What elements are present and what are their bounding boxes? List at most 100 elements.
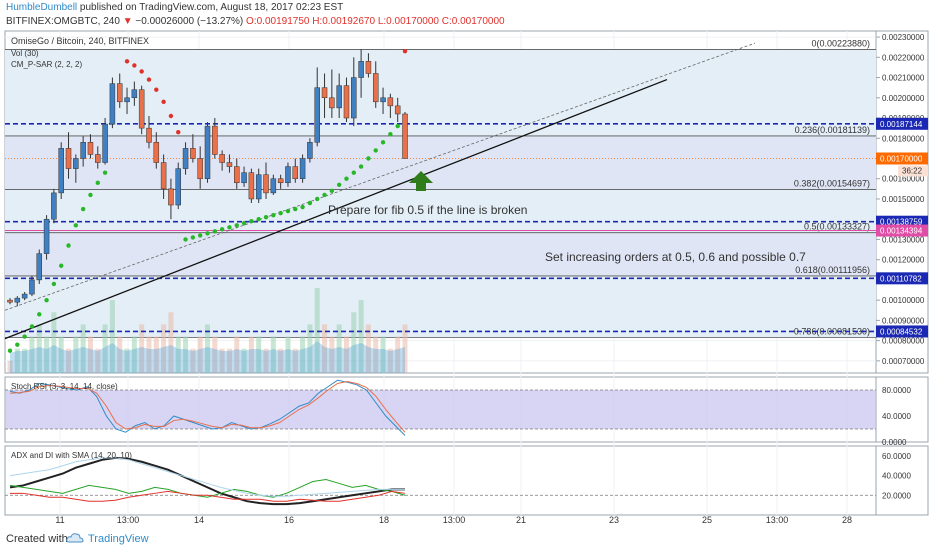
volume-bar	[336, 324, 342, 373]
volume-bar	[380, 336, 386, 373]
sar-dot	[219, 227, 225, 232]
sar-dot	[212, 229, 218, 234]
candle-body	[153, 142, 160, 163]
volume-bar	[161, 324, 167, 373]
candle-body	[314, 87, 320, 143]
sar-dot	[300, 204, 305, 210]
price-tick-label: 0.00150000	[882, 195, 925, 204]
sar-dot	[351, 170, 356, 175]
volume-bar	[292, 348, 298, 373]
level-marker	[876, 325, 928, 338]
fib-zone	[5, 49, 876, 136]
stoch-series-line	[9, 381, 406, 433]
price-tick-label: 0.00230000	[882, 33, 925, 42]
time-tick-label: 16	[284, 515, 294, 525]
adx-series-line	[9, 457, 405, 497]
volume-bar	[102, 324, 108, 373]
level-marker	[876, 272, 928, 285]
candle-body	[219, 154, 225, 163]
candle-body	[160, 162, 167, 190]
sar-dot	[44, 297, 49, 303]
volume-bar	[358, 300, 364, 373]
candle-body	[241, 172, 247, 184]
volume-bar	[212, 336, 218, 373]
sar-dot	[271, 212, 276, 218]
volume-bar	[146, 336, 152, 373]
price-tick-label: 0.00130000	[882, 235, 925, 244]
candle-body	[234, 166, 240, 184]
sar-dot	[95, 180, 100, 185]
volume-bar	[66, 348, 72, 373]
volume-bar	[307, 324, 313, 373]
sar-dot	[7, 348, 13, 353]
candle-body	[329, 97, 335, 109]
sar-dot-bear	[124, 59, 130, 64]
volume-bar	[365, 324, 371, 373]
fib-label: 0.382(0.00154697)	[794, 178, 870, 188]
volume-bar	[168, 312, 174, 373]
candle-body	[175, 168, 181, 206]
candle-body	[292, 166, 299, 179]
candle-body	[138, 89, 145, 129]
price-tick-label: 0.00200000	[882, 94, 925, 103]
candle-body	[65, 148, 72, 169]
sar-dot	[205, 231, 210, 236]
sar-dot	[344, 176, 349, 181]
candle-body	[29, 279, 35, 295]
volume-bar	[226, 348, 232, 373]
sar-dot-bear	[154, 87, 159, 92]
candle-body	[102, 123, 108, 163]
candle-body	[43, 218, 50, 254]
volume-bar	[36, 324, 42, 373]
candle-body	[372, 73, 379, 103]
published-text: published on TradingView.com, August 18,…	[79, 2, 344, 13]
change-down-icon: ▼	[122, 16, 133, 27]
fib-label: 0.618(0.00111956)	[795, 265, 870, 275]
symbol-name: BITFINEX:OMGBTC, 240	[6, 16, 120, 27]
tradingview-link[interactable]: TradingView	[88, 533, 149, 545]
sar-dot	[373, 148, 378, 153]
volume-bar	[351, 312, 357, 373]
volume-bar	[131, 336, 137, 373]
annotation-text: Prepare for fib 0.5 if the line is broke…	[328, 203, 527, 217]
volume-bar	[373, 336, 379, 373]
stoch-tick-label: 40.0000	[882, 412, 911, 421]
sar-dot	[59, 263, 64, 268]
last-price-label: 0.00170000	[880, 154, 923, 163]
sar-dot	[285, 208, 291, 214]
candle-body	[277, 178, 284, 184]
level-marker-label: 0.00187144	[880, 120, 923, 129]
sar-dot	[293, 206, 298, 212]
price-tick-label: 0.00070000	[882, 357, 925, 366]
candle-body	[299, 158, 306, 179]
fib-zone	[5, 232, 876, 276]
volume-bar	[300, 336, 306, 373]
volume-bar	[22, 348, 28, 373]
volume-bar	[44, 336, 50, 373]
annotation-text: Set increasing orders at 0.5, 0.6 and po…	[545, 250, 806, 264]
volume-bar	[256, 336, 262, 373]
volume-bar	[80, 324, 86, 373]
adx-tick-label: 40.0000	[882, 472, 911, 481]
chart-header: HumbleDumbell published on TradingView.c…	[0, 0, 932, 30]
sar-dot	[241, 221, 247, 226]
price-tick-label: 0.00100000	[882, 296, 925, 305]
candle-body	[212, 125, 218, 155]
tradingview-cloud-icon	[66, 533, 84, 543]
volume-bar	[190, 348, 196, 373]
sar-dot	[51, 281, 57, 287]
adx-series-line	[10, 490, 406, 502]
pink-level-label: 0.00134394	[880, 227, 923, 236]
candle-body	[394, 105, 401, 115]
author-link[interactable]: HumbleDumbell	[6, 2, 78, 13]
time-tick-label: 11	[55, 515, 64, 525]
sar-dot	[366, 156, 371, 161]
volume-bar	[73, 336, 79, 373]
volume-bar	[285, 336, 291, 373]
candle-body	[321, 87, 328, 99]
sar-dot	[249, 219, 254, 224]
last-price-marker	[876, 152, 928, 165]
volume-bar	[58, 336, 64, 373]
fib-label: 0.5(0.00133327)	[804, 222, 870, 232]
candle-body	[131, 89, 138, 99]
